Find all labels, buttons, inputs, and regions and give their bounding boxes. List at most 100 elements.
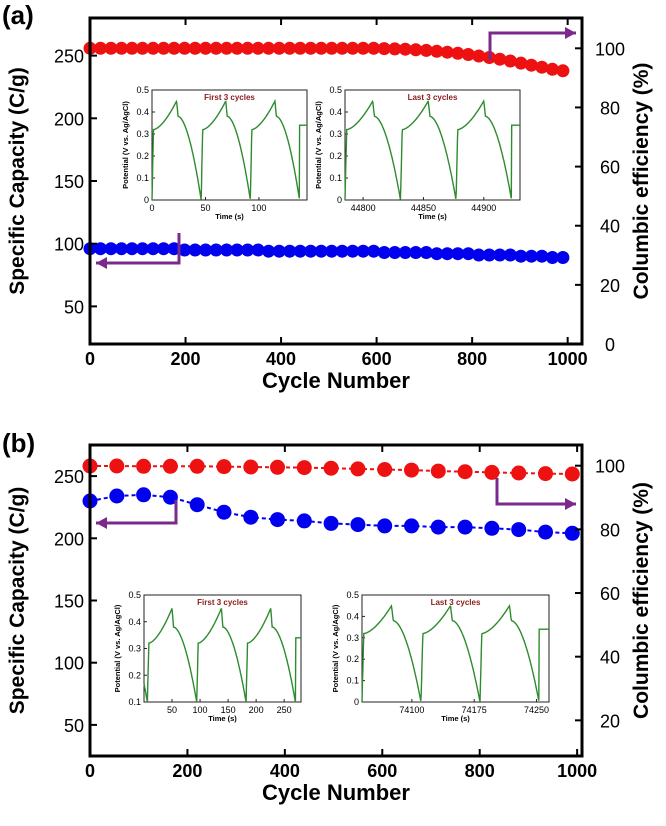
efficiency-point	[314, 41, 328, 55]
efficiency-point	[323, 460, 339, 476]
capacity-point	[545, 251, 559, 264]
efficiency-point	[199, 41, 213, 55]
capacity-point	[472, 248, 486, 262]
capacity-point	[430, 247, 444, 261]
inset-x-tick-label: 74175	[462, 705, 487, 715]
efficiency-point	[367, 41, 381, 55]
inset-x-tick-label: 50	[167, 705, 177, 715]
capacity-point	[304, 244, 318, 258]
inset-title: Last 3 cycles	[408, 93, 458, 102]
efficiency-point	[564, 466, 580, 482]
capacity-point	[377, 518, 393, 534]
capacity-point	[335, 244, 349, 258]
efficiency-point	[346, 41, 360, 55]
inset-y-axis-label: Potential (V vs. Ag/AgCl)	[113, 604, 122, 692]
capacity-point	[346, 244, 360, 258]
inset-y-tick-label: 0.4	[128, 617, 141, 627]
y-tick-label: 150	[54, 172, 84, 192]
efficiency-point	[451, 46, 465, 60]
capacity-point	[350, 517, 366, 533]
efficiency-point	[230, 41, 244, 55]
efficiency-point	[430, 463, 446, 479]
inset-y-axis-label: Potential (V vs. Ag/AgCl)	[121, 101, 130, 189]
x-tick-label: 1000	[548, 349, 588, 369]
y2-tick-label: 100	[595, 39, 625, 59]
capacity-point	[538, 524, 553, 540]
x-tick-label: 800	[465, 761, 495, 781]
efficiency-point	[270, 459, 285, 475]
capacity-point	[216, 504, 232, 520]
inset-y-tick-label: 0.5	[329, 85, 342, 95]
inset-title: First 3 cycles	[197, 598, 248, 607]
efficiency-point	[167, 41, 181, 55]
capacity-point	[178, 243, 192, 257]
capacity-point	[125, 242, 139, 256]
inset-x-axis-label: Time (s)	[418, 212, 447, 221]
efficiency-point	[146, 41, 160, 55]
axis-indicator-arrow-efficiency	[495, 478, 576, 506]
capacity-point	[535, 249, 549, 263]
inset-y-tick-label: 0.2	[346, 654, 359, 664]
capacity-point	[136, 487, 152, 503]
y-tick-label: 150	[54, 592, 84, 612]
inset-y-axis-label: Potential (V vs. Ag/AgCl)	[314, 101, 323, 189]
inset-x-tick-label: 100	[251, 203, 266, 213]
panel-label-b: (b)	[2, 428, 35, 458]
y2-tick-label: 0	[605, 335, 615, 355]
efficiency-point	[377, 462, 393, 477]
y2-tick-label: 20	[600, 711, 620, 731]
capacity-point	[283, 244, 297, 258]
capacity-point	[430, 519, 446, 535]
y-axis-title: Specific Capacity (C/g)	[6, 487, 29, 715]
efficiency-point	[404, 462, 419, 478]
inset-potential-curve	[361, 604, 549, 703]
capacity-point	[251, 243, 265, 257]
efficiency-point	[440, 45, 454, 59]
capacity-point	[409, 246, 423, 259]
inset-y-tick-label: 0	[337, 195, 342, 205]
efficiency-point	[409, 43, 423, 57]
capacity-point	[564, 525, 580, 541]
efficiency-point	[243, 459, 259, 475]
x-tick-label: 1000	[557, 761, 597, 781]
capacity-point	[356, 244, 370, 258]
capacity-point	[104, 242, 118, 256]
inset-y-tick-label: 0.1	[136, 173, 149, 183]
inset-x-axis-label: Time (s)	[215, 212, 244, 221]
inset-y-tick-label: 0.2	[136, 151, 149, 161]
capacity-point	[325, 244, 339, 258]
y-tick-label: 200	[54, 529, 84, 549]
axis-indicator-arrow-efficiency	[488, 31, 576, 60]
y-tick-label: 250	[54, 47, 84, 67]
capacity-point	[440, 247, 454, 261]
y-tick-label: 100	[54, 235, 84, 255]
efficiency-point	[125, 41, 139, 55]
capacity-point	[503, 248, 517, 262]
inset-y-tick-label: 0	[144, 195, 149, 205]
capacity-point	[367, 244, 381, 258]
efficiency-point	[178, 41, 192, 55]
capacity-point	[451, 247, 465, 261]
capacity-point	[243, 509, 259, 525]
inset-y-tick-label: 0.5	[128, 590, 141, 600]
x-tick-label: 800	[457, 349, 487, 369]
efficiency-point	[104, 41, 118, 55]
efficiency-point	[335, 41, 349, 55]
x-tick-label: 200	[171, 349, 201, 369]
capacity-point	[419, 246, 433, 259]
y-tick-label: 50	[64, 297, 84, 317]
y2-axis-title: Columbic efficiency (%)	[630, 63, 653, 300]
y2-tick-label: 80	[600, 98, 620, 118]
efficiency-point	[216, 459, 232, 475]
capacity-point	[209, 243, 223, 257]
inset-y-tick-label: 0	[354, 697, 359, 707]
capacity-point	[388, 246, 402, 259]
y2-axis-title: Columbic efficiency (%)	[630, 482, 653, 719]
axis-indicator-arrow-capacity	[96, 233, 181, 265]
inset-y-tick-label: 0.3	[128, 644, 141, 654]
efficiency-point	[115, 41, 128, 55]
capacity-point	[398, 246, 412, 259]
efficiency-point	[189, 458, 205, 474]
